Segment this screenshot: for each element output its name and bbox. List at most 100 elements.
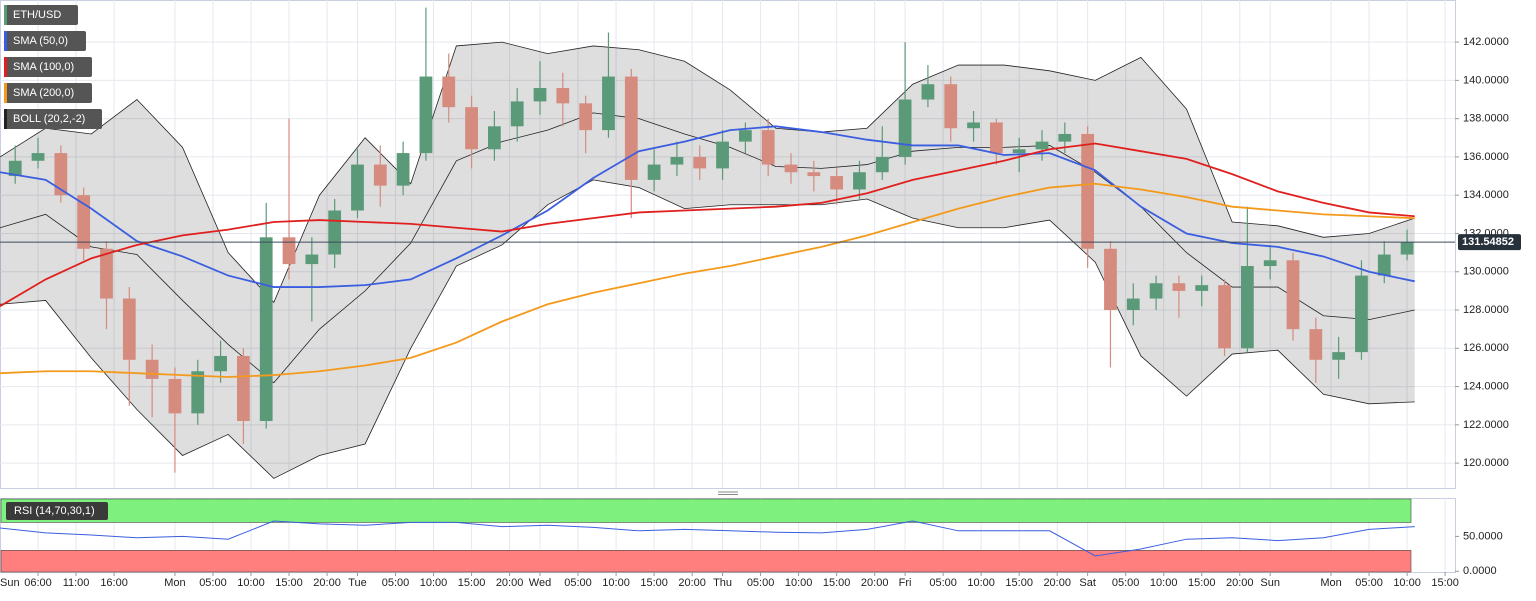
candle-body <box>236 355 250 422</box>
legend-item[interactable]: SMA (50,0) <box>4 31 86 51</box>
x-tick-label: Mon <box>1320 577 1341 589</box>
legend-item[interactable]: ETH/USD <box>4 5 78 25</box>
x-tick-label: 10:00 <box>237 577 265 589</box>
legend: ETH/USD SMA (50,0) SMA (100,0) SMA (200,0) B… <box>4 5 102 129</box>
panel-resize-handle[interactable] <box>718 491 738 495</box>
candle-body <box>305 254 319 265</box>
bollinger-lower <box>0 179 1415 479</box>
x-tick-label: 20:00 <box>1226 577 1254 589</box>
candle-body <box>898 99 912 157</box>
x-tick-label: 10:00 <box>1393 577 1421 589</box>
x-tick-label: Mon <box>164 577 185 589</box>
candle-body <box>1104 248 1117 311</box>
candle-body <box>1035 141 1049 150</box>
rsi-legend-label: RSI (14,70,30,1) <box>14 505 95 517</box>
candle-body <box>1263 260 1277 267</box>
x-tick-label: 10:00 <box>967 577 995 589</box>
candle-body <box>533 88 547 102</box>
rsi-legend-box <box>6 502 108 520</box>
candle-body <box>328 210 342 255</box>
oversold-zone <box>0 550 1412 573</box>
candle-body <box>419 76 433 154</box>
x-tick-label: Fri <box>899 577 912 589</box>
candle-body <box>442 76 456 108</box>
legend-item[interactable]: BOLL (20,2,-2) <box>4 109 102 129</box>
legend-swatch <box>4 57 7 77</box>
candle-body <box>510 101 524 127</box>
legend-box <box>4 31 86 51</box>
x-tick-label: 06:00 <box>24 577 52 589</box>
candle-body <box>373 164 387 186</box>
candle-body <box>54 153 68 196</box>
x-tick-label: Sun <box>1260 577 1280 589</box>
x-tick-label: 15:00 <box>1188 577 1216 589</box>
candle-body <box>145 359 159 379</box>
candle-body <box>944 84 958 129</box>
candle-body <box>1286 260 1300 330</box>
bollinger-middle <box>0 112 1415 384</box>
candle-body <box>31 153 45 161</box>
x-tick-label: 10:00 <box>785 577 813 589</box>
x-tick-label: 05:00 <box>747 577 775 589</box>
sma-line <box>0 142 1415 307</box>
legend-label: BOLL (20,2,-2) <box>13 113 85 125</box>
x-tick-label: 20:00 <box>496 577 524 589</box>
candle-body <box>830 176 844 190</box>
y-tick-label: 122.0000 <box>1463 419 1509 431</box>
bollinger-fill <box>0 42 1415 479</box>
overbought-zone <box>0 498 1412 523</box>
last-price-tag <box>1458 234 1521 251</box>
rsi-y-tick-label: 0.0000 <box>1463 565 1497 577</box>
x-tick-label: 20:00 <box>678 577 706 589</box>
legend-label: ETH/USD <box>13 9 61 21</box>
rsi-line <box>0 520 1415 557</box>
x-tick-label: 10:00 <box>602 577 630 589</box>
x-tick-label: 05:00 <box>1355 577 1383 589</box>
candle-body <box>122 298 136 360</box>
x-tick-label: 20:00 <box>313 577 341 589</box>
candle-body <box>1377 254 1391 276</box>
x-tick-label: 10:00 <box>420 577 448 589</box>
candle-body <box>921 84 935 100</box>
legend-item[interactable]: SMA (200,0) <box>4 83 92 103</box>
x-tick-label: 15:00 <box>1431 577 1459 589</box>
axes: Sun 06:00 11:00 16:00 Mon 05:00 10:00 15:00 20:0… <box>0 36 1521 589</box>
y-tick-label: 138.0000 <box>1463 113 1509 125</box>
candle-body <box>602 76 615 131</box>
candle-body <box>1309 329 1323 360</box>
legend-box <box>4 109 102 129</box>
legend-swatch <box>4 5 7 25</box>
x-tick-label: 05:00 <box>382 577 410 589</box>
rsi: RSI (14,70,30,1) <box>0 498 1415 573</box>
candle-body <box>670 156 684 165</box>
lines <box>0 125 1455 378</box>
candle-body <box>647 164 661 180</box>
candle-body <box>396 153 410 186</box>
x-tick-label: Sun <box>0 577 20 589</box>
candle-body <box>77 195 91 249</box>
candle-body <box>579 103 593 131</box>
y-tick-label: 140.0000 <box>1463 74 1509 86</box>
y-tick-label: 126.0000 <box>1463 342 1509 354</box>
candle-body <box>693 156 707 169</box>
candle-body <box>989 122 1003 154</box>
candle-body <box>1058 133 1072 142</box>
candle-body <box>1400 242 1414 255</box>
legend-swatch <box>4 83 7 103</box>
rsi-y-tick-label: 50.0000 <box>1463 530 1503 542</box>
x-tick-label: 20:00 <box>1043 577 1071 589</box>
legend-item[interactable]: SMA (100,0) <box>4 57 92 77</box>
y-tick-label: 120.0000 <box>1463 457 1509 469</box>
candle-body <box>191 371 205 414</box>
sma-line <box>0 182 1415 378</box>
candle-body <box>487 126 501 150</box>
y-tick-label: 130.0000 <box>1463 266 1509 278</box>
candle-body <box>556 88 570 104</box>
candle-body <box>1012 149 1026 154</box>
candle-body <box>738 130 752 142</box>
candles <box>8 7 1414 473</box>
x-tick-label: 15:00 <box>640 577 668 589</box>
candle-body <box>1332 352 1346 360</box>
